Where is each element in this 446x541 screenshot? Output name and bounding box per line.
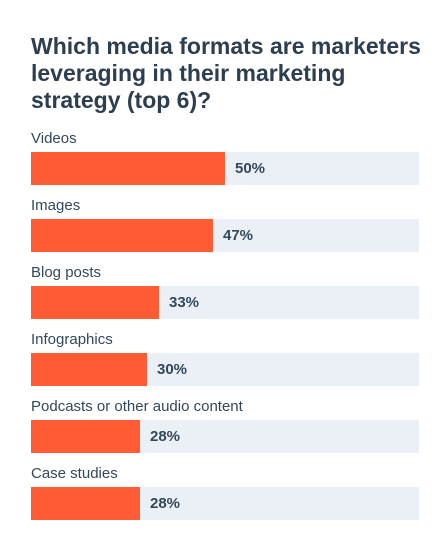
bar-row: Blog posts 33% [31,264,419,330]
bar [31,286,159,319]
value-label: 47% [223,227,254,244]
bar [31,487,140,520]
category-label: Infographics [31,331,113,348]
value-label: 30% [157,361,188,378]
bar-row: Infographics 30% [31,331,419,397]
bar-track: 28% [31,420,419,453]
category-label: Videos [31,130,77,147]
value-label: 33% [169,294,200,311]
bar-row: Images 47% [31,197,419,263]
bar [31,219,213,252]
category-label: Blog posts [31,264,102,281]
category-label: Images [31,197,81,214]
category-label: Case studies [31,465,118,482]
value-label: 50% [235,160,266,177]
bar [31,152,225,185]
bar [31,420,140,453]
bar-track: 30% [31,353,419,386]
bar-row: Videos 50% [31,130,419,196]
bar-row: Case studies 28% [31,465,419,531]
bar [31,353,147,386]
chart-title: Which media formats are marketers levera… [31,33,421,113]
bar-track: 47% [31,219,419,252]
bar-track: 33% [31,286,419,319]
value-label: 28% [150,495,181,512]
bar-track: 50% [31,152,419,185]
bar-track: 28% [31,487,419,520]
bar-row: Podcasts or other audio content 28% [31,398,419,464]
value-label: 28% [150,428,181,445]
category-label: Podcasts or other audio content [31,398,243,415]
